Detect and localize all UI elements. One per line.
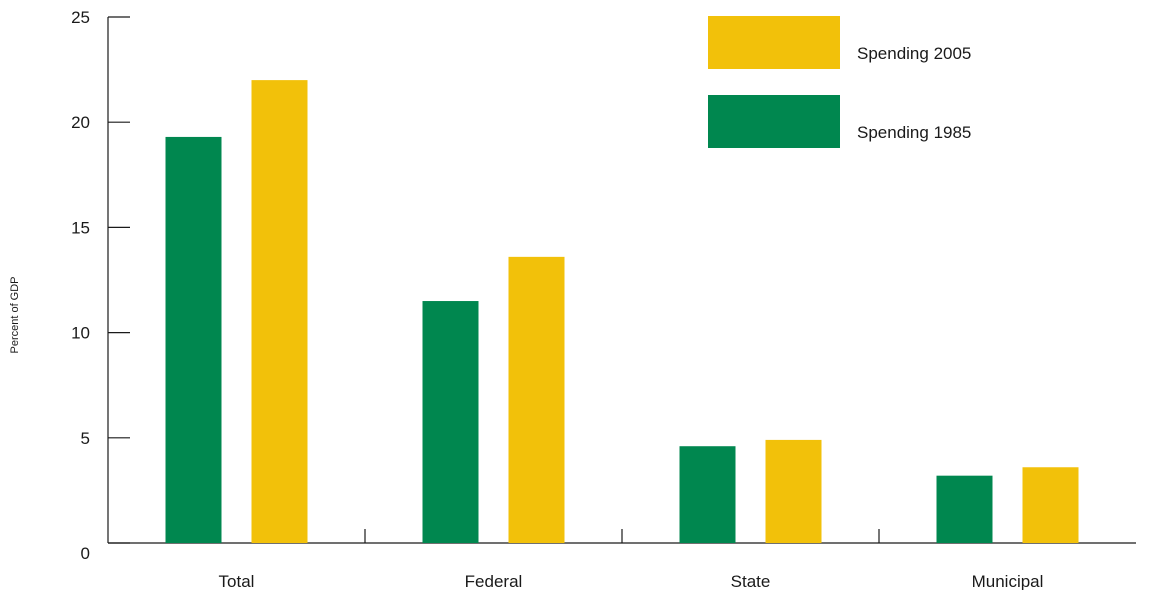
bar-municipal-spending-1985 bbox=[936, 475, 993, 543]
labels: 0 5 10 15 20 25 Total Federal State Municipal bbox=[71, 8, 1043, 590]
bar-municipal-spending-2005 bbox=[1022, 467, 1079, 543]
y-axis-label: Percent of GDP bbox=[9, 276, 21, 353]
bar-total-spending-1985 bbox=[165, 136, 222, 544]
x-tick-label-municipal: Municipal bbox=[972, 572, 1044, 590]
bar-state-spending-1985 bbox=[679, 446, 736, 543]
legend-swatch-spending-1985 bbox=[708, 95, 840, 148]
y-tick-label-5: 5 bbox=[81, 429, 90, 448]
y-tick-label-25: 25 bbox=[71, 8, 90, 27]
bars bbox=[165, 80, 1079, 544]
x-tick-label-total: Total bbox=[219, 572, 255, 590]
bar-federal-spending-1985 bbox=[422, 301, 479, 543]
legend-label-spending-2005: Spending 2005 bbox=[857, 44, 971, 63]
legend-label-spending-1985: Spending 1985 bbox=[857, 123, 971, 142]
x-tick-label-state: State bbox=[731, 572, 771, 590]
y-tick-label-15: 15 bbox=[71, 218, 90, 237]
bar-total-spending-2005 bbox=[251, 80, 308, 544]
bar-state-spending-2005 bbox=[765, 439, 822, 543]
y-tick-label-20: 20 bbox=[71, 113, 90, 132]
y-tick-label-0: 0 bbox=[81, 544, 90, 563]
legend: Spending 2005 Spending 1985 bbox=[708, 16, 971, 148]
legend-swatch-spending-2005 bbox=[708, 16, 840, 69]
bar-federal-spending-2005 bbox=[508, 256, 565, 543]
x-tick-label-federal: Federal bbox=[465, 572, 523, 590]
y-tick-label-10: 10 bbox=[71, 324, 90, 343]
